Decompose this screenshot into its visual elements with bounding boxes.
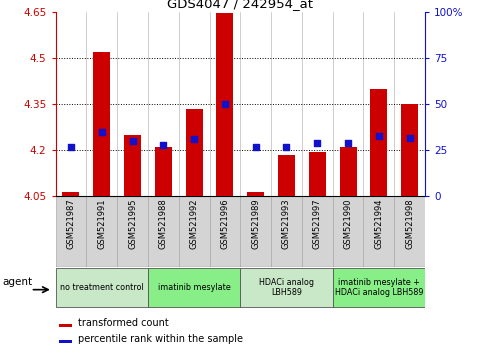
Bar bbox=[271, 196, 302, 267]
Bar bbox=[364, 196, 394, 267]
Bar bbox=[240, 268, 333, 307]
Bar bbox=[216, 13, 233, 196]
Bar bbox=[59, 340, 72, 343]
Bar bbox=[59, 324, 72, 327]
Text: agent: agent bbox=[3, 276, 33, 286]
Text: transformed count: transformed count bbox=[78, 318, 169, 328]
Point bbox=[406, 135, 413, 141]
Title: GDS4047 / 242954_at: GDS4047 / 242954_at bbox=[167, 0, 313, 10]
Text: HDACi analog
LBH589: HDACi analog LBH589 bbox=[259, 278, 314, 297]
Bar bbox=[56, 196, 86, 267]
Bar bbox=[124, 135, 141, 196]
Point bbox=[283, 144, 290, 150]
Text: percentile rank within the sample: percentile rank within the sample bbox=[78, 334, 243, 344]
Bar bbox=[210, 196, 240, 267]
Text: GSM521990: GSM521990 bbox=[343, 199, 353, 249]
Bar bbox=[117, 196, 148, 267]
Text: GSM521991: GSM521991 bbox=[97, 199, 106, 249]
Bar bbox=[333, 268, 425, 307]
Bar bbox=[93, 52, 110, 196]
Bar bbox=[370, 89, 387, 196]
Point bbox=[221, 102, 229, 107]
Point bbox=[252, 144, 259, 150]
Point bbox=[128, 138, 136, 144]
Bar bbox=[179, 196, 210, 267]
Bar bbox=[56, 268, 148, 307]
Bar bbox=[185, 109, 202, 196]
Bar bbox=[401, 104, 418, 196]
Text: GSM521993: GSM521993 bbox=[282, 199, 291, 249]
Bar bbox=[148, 268, 241, 307]
Point bbox=[313, 140, 321, 146]
Bar bbox=[148, 196, 179, 267]
Point bbox=[67, 144, 75, 150]
Text: GSM521996: GSM521996 bbox=[220, 199, 229, 249]
Text: GSM521997: GSM521997 bbox=[313, 199, 322, 249]
Point bbox=[159, 142, 167, 148]
Text: GSM521995: GSM521995 bbox=[128, 199, 137, 249]
Bar bbox=[309, 152, 326, 196]
Point bbox=[375, 133, 383, 138]
Bar bbox=[340, 147, 356, 196]
Text: imatinib mesylate: imatinib mesylate bbox=[158, 283, 230, 292]
Point bbox=[190, 137, 198, 142]
Bar bbox=[247, 192, 264, 196]
Point bbox=[98, 129, 106, 135]
Text: no treatment control: no treatment control bbox=[60, 283, 143, 292]
Text: imatinib mesylate +
HDACi analog LBH589: imatinib mesylate + HDACi analog LBH589 bbox=[335, 278, 423, 297]
Bar bbox=[278, 155, 295, 196]
Text: GSM521992: GSM521992 bbox=[190, 199, 199, 249]
Text: GSM521994: GSM521994 bbox=[374, 199, 384, 249]
Text: GSM521987: GSM521987 bbox=[67, 199, 75, 249]
Bar bbox=[394, 196, 425, 267]
Bar bbox=[302, 196, 333, 267]
Bar bbox=[155, 147, 172, 196]
Bar bbox=[62, 192, 79, 196]
Text: GSM521989: GSM521989 bbox=[251, 199, 260, 249]
Text: GSM521998: GSM521998 bbox=[405, 199, 414, 249]
Bar bbox=[333, 196, 364, 267]
Point bbox=[344, 140, 352, 146]
Bar bbox=[86, 196, 117, 267]
Bar bbox=[240, 196, 271, 267]
Text: GSM521988: GSM521988 bbox=[159, 199, 168, 249]
